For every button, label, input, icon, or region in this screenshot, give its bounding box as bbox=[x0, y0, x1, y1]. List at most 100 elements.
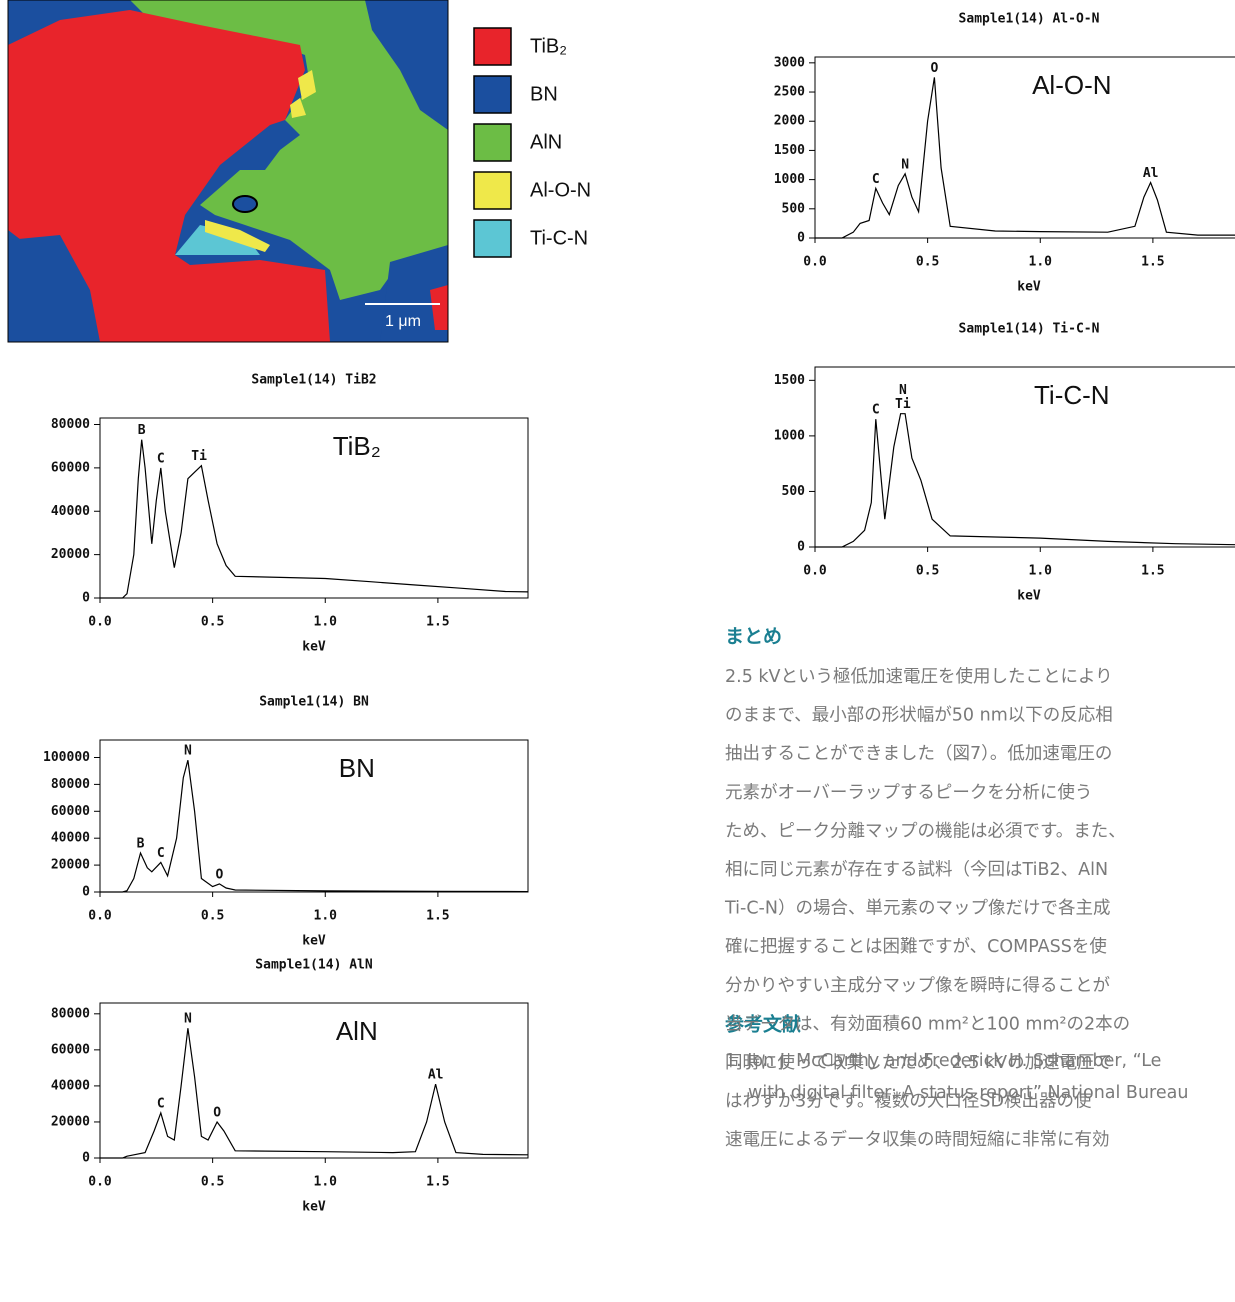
peak-label: O bbox=[213, 1105, 221, 1120]
legend-swatch bbox=[474, 76, 511, 113]
x-tick-label: 1.5 bbox=[1141, 564, 1164, 579]
paragraph-line: 分かりやすい主成分マップ像を瞬時に得ることが bbox=[725, 976, 1110, 996]
y-tick-label: 0 bbox=[82, 591, 90, 606]
y-tick-label: 500 bbox=[782, 201, 806, 216]
paragraph-line: 速電圧によるデータ収集の時間短縮に非常に有効 bbox=[725, 1129, 1109, 1150]
peak-label: N bbox=[899, 383, 907, 398]
chart-label: Ti-C-N bbox=[1034, 380, 1110, 410]
legend-swatch bbox=[474, 124, 511, 161]
peak-label: N bbox=[901, 157, 909, 172]
x-tick-label: 0.5 bbox=[201, 909, 224, 924]
peak-label: C bbox=[157, 846, 165, 861]
x-tick-label: 0.0 bbox=[803, 255, 827, 270]
legend-label: Al-O-N bbox=[530, 179, 591, 201]
chart-label: AlN bbox=[336, 1016, 378, 1046]
plot-frame bbox=[815, 367, 1235, 547]
chart-title: Sample1(14) AlN bbox=[255, 958, 373, 973]
y-tick-label: 20000 bbox=[51, 1114, 90, 1129]
page-canvas: 1 μm まとめ 参考文献 TiB₂BNAlNAl-O-NTi-C-NSampl… bbox=[0, 0, 1235, 1302]
y-tick-label: 1500 bbox=[774, 143, 805, 158]
peak-label: C bbox=[872, 403, 880, 418]
paragraph-line: のままで、最小部の形状幅が50 nm以下の反応相 bbox=[725, 706, 1113, 726]
legend-label: AlN bbox=[530, 131, 562, 153]
y-tick-label: 80000 bbox=[51, 1006, 90, 1021]
peak-label: N bbox=[184, 744, 192, 759]
x-tick-label: 1.5 bbox=[426, 615, 449, 630]
x-axis-label: keV bbox=[302, 640, 326, 655]
x-tick-label: 0.0 bbox=[88, 615, 112, 630]
x-tick-label: 1.5 bbox=[426, 909, 449, 924]
x-tick-label: 0.5 bbox=[916, 564, 939, 579]
legend-swatch bbox=[474, 28, 511, 65]
chart-title: Sample1(14) Al-O-N bbox=[959, 12, 1100, 27]
peak-label: Al bbox=[428, 1068, 444, 1083]
y-tick-label: 100000 bbox=[43, 750, 90, 765]
peak-label: Al bbox=[1143, 166, 1159, 181]
peak-label: B bbox=[138, 423, 146, 438]
legend-swatch bbox=[474, 172, 511, 209]
legend-label: TiB₂ bbox=[530, 35, 567, 57]
x-axis-label: keV bbox=[302, 934, 326, 949]
x-tick-label: 1.0 bbox=[314, 1175, 338, 1190]
section-heading: まとめ bbox=[725, 626, 782, 648]
paragraph-line: Ti-C-N）の場合、単元素のマップ像だけで各主成 bbox=[724, 899, 1110, 919]
y-tick-label: 0 bbox=[82, 1151, 90, 1166]
chart-title: Sample1(14) Ti-C-N bbox=[959, 322, 1100, 337]
y-tick-label: 2500 bbox=[774, 85, 805, 100]
y-tick-label: 1000 bbox=[774, 428, 805, 443]
y-tick-label: 0 bbox=[797, 231, 805, 246]
plot-frame bbox=[100, 418, 528, 598]
x-tick-label: 1.0 bbox=[1029, 564, 1053, 579]
x-tick-label: 1.0 bbox=[1029, 255, 1053, 270]
chart-label: BN bbox=[339, 753, 375, 783]
peak-label: O bbox=[930, 61, 938, 76]
peak-label: B bbox=[137, 836, 145, 851]
phase-map: 1 μm bbox=[8, 0, 448, 342]
y-tick-label: 60000 bbox=[51, 460, 90, 475]
y-tick-label: 60000 bbox=[51, 804, 90, 819]
x-tick-label: 1.0 bbox=[314, 615, 338, 630]
y-tick-label: 80000 bbox=[51, 777, 90, 792]
y-tick-label: 1500 bbox=[774, 373, 805, 388]
paragraph-line: 相に同じ元素が存在する試料（今回はTiB2、AlN bbox=[725, 860, 1108, 880]
y-tick-label: 60000 bbox=[51, 1042, 90, 1057]
x-axis-label: keV bbox=[1017, 589, 1041, 604]
chart-label: TiB₂ bbox=[333, 431, 381, 461]
y-tick-label: 0 bbox=[797, 540, 805, 555]
peak-label: N bbox=[184, 1012, 192, 1027]
paragraph-line: 2.5 kVという極低加速電圧を使用したことにより bbox=[725, 666, 1113, 687]
x-tick-label: 0.5 bbox=[201, 1175, 224, 1190]
y-tick-label: 20000 bbox=[51, 547, 90, 562]
y-tick-label: 500 bbox=[782, 484, 806, 499]
x-tick-label: 0.0 bbox=[88, 1175, 112, 1190]
y-tick-label: 40000 bbox=[51, 1078, 90, 1093]
y-tick-label: 0 bbox=[82, 885, 90, 900]
y-tick-label: 80000 bbox=[51, 417, 90, 432]
x-tick-label: 0.0 bbox=[803, 564, 827, 579]
x-tick-label: 0.5 bbox=[916, 255, 939, 270]
x-tick-label: 0.5 bbox=[201, 615, 224, 630]
y-tick-label: 2000 bbox=[774, 114, 805, 129]
y-tick-label: 3000 bbox=[774, 55, 805, 70]
legend-swatch bbox=[474, 220, 511, 257]
peak-label: C bbox=[872, 172, 880, 187]
paragraph-line: 確に把握することは困難ですが、COMPASSを使 bbox=[725, 936, 1107, 957]
peak-label: Ti bbox=[191, 449, 207, 464]
x-tick-label: 1.0 bbox=[314, 909, 338, 924]
plot-frame bbox=[815, 57, 1235, 238]
paragraph-line: 抽出することができました（図7）。低加速電圧の bbox=[725, 744, 1112, 764]
peak-label: C bbox=[157, 1096, 165, 1111]
reference-line: 1. Jon J. McCarthy and Frederick H. Scha… bbox=[725, 1051, 1161, 1071]
scale-bar-label: 1 μm bbox=[385, 313, 421, 330]
plot-frame bbox=[100, 1003, 528, 1158]
x-tick-label: 1.5 bbox=[426, 1175, 449, 1190]
x-tick-label: 1.5 bbox=[1141, 255, 1164, 270]
y-tick-label: 40000 bbox=[51, 831, 90, 846]
paragraph-line: ため、ピーク分離マップの機能は必須です。また、 bbox=[725, 821, 1126, 841]
peak-label: Ti bbox=[895, 397, 911, 412]
y-tick-label: 20000 bbox=[51, 858, 90, 873]
peak-label: C bbox=[157, 451, 165, 466]
chart-title: Sample1(14) BN bbox=[259, 695, 369, 710]
peak-label: O bbox=[215, 867, 223, 882]
map-bn-island bbox=[233, 196, 257, 212]
